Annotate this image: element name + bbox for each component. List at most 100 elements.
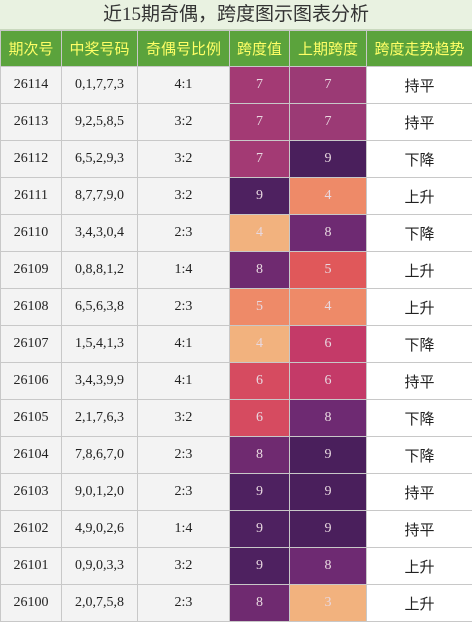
table-row: 26114 0,1,7,7,3 4:1 7 7 持平 xyxy=(0,66,472,104)
span-cell: 7 xyxy=(229,66,290,104)
span-cell: 9 xyxy=(229,510,290,548)
prev-span-cell: 8 xyxy=(289,214,367,252)
table: 期次号 中奖号码 奇偶号比例 跨度值 上期跨度 跨度走势趋势 26114 0,1,7,7,3… xyxy=(0,30,472,622)
draw-cell: 0,9,0,3,3 xyxy=(61,547,138,585)
column-header: 期次号 xyxy=(0,30,62,67)
span-cell: 7 xyxy=(229,103,290,141)
ratio-cell: 4:1 xyxy=(137,362,230,400)
draw-cell: 3,4,3,9,9 xyxy=(61,362,138,400)
prev-span-cell: 4 xyxy=(289,288,367,326)
prev-span-cell: 5 xyxy=(289,251,367,289)
column-header: 上期跨度 xyxy=(289,30,367,67)
column-header: 中奖号码 xyxy=(61,30,138,67)
ratio-cell: 2:3 xyxy=(137,436,230,474)
table-row: 26101 0,9,0,3,3 3:2 9 8 上升 xyxy=(0,547,472,585)
span-cell: 8 xyxy=(229,251,290,289)
trend-cell: 下降 xyxy=(366,140,472,178)
column-header: 跨度走势趋势 xyxy=(366,30,472,67)
title: 近15期奇偶，跨度图示图表分析 xyxy=(0,0,472,30)
table-row: 26106 3,4,3,9,9 4:1 6 6 持平 xyxy=(0,362,472,400)
span-cell: 6 xyxy=(229,362,290,400)
ratio-cell: 2:3 xyxy=(137,473,230,511)
trend-cell: 下降 xyxy=(366,214,472,252)
draw-cell: 9,0,1,2,0 xyxy=(61,473,138,511)
period-cell: 26114 xyxy=(0,66,62,104)
trend-cell: 持平 xyxy=(366,103,472,141)
column-header: 跨度值 xyxy=(229,30,290,67)
period-cell: 26113 xyxy=(0,103,62,141)
span-cell: 4 xyxy=(229,214,290,252)
trend-cell: 持平 xyxy=(366,473,472,511)
span-cell: 6 xyxy=(229,399,290,437)
prev-span-cell: 8 xyxy=(289,547,367,585)
draw-cell: 4,9,0,2,6 xyxy=(61,510,138,548)
period-cell: 26111 xyxy=(0,177,62,215)
span-cell: 8 xyxy=(229,584,290,622)
draw-cell: 2,1,7,6,3 xyxy=(61,399,138,437)
span-cell: 7 xyxy=(229,140,290,178)
prev-span-cell: 6 xyxy=(289,362,367,400)
period-cell: 26101 xyxy=(0,547,62,585)
ratio-cell: 2:3 xyxy=(137,584,230,622)
period-cell: 26102 xyxy=(0,510,62,548)
period-cell: 26109 xyxy=(0,251,62,289)
table-row: 26103 9,0,1,2,0 2:3 9 9 持平 xyxy=(0,473,472,511)
trend-cell: 上升 xyxy=(366,288,472,326)
span-cell: 4 xyxy=(229,325,290,363)
table-body: 26114 0,1,7,7,3 4:1 7 7 持平 26113 9,2,5,8,5 3:2 7 7… xyxy=(0,66,472,622)
trend-cell: 持平 xyxy=(366,66,472,104)
period-cell: 26106 xyxy=(0,362,62,400)
period-cell: 26104 xyxy=(0,436,62,474)
table-row: 26105 2,1,7,6,3 3:2 6 8 下降 xyxy=(0,399,472,437)
ratio-cell: 3:2 xyxy=(137,103,230,141)
table-row: 26112 6,5,2,9,3 3:2 7 9 下降 xyxy=(0,140,472,178)
period-cell: 26103 xyxy=(0,473,62,511)
span-cell: 8 xyxy=(229,436,290,474)
period-cell: 26112 xyxy=(0,140,62,178)
ratio-cell: 2:3 xyxy=(137,288,230,326)
draw-cell: 0,8,8,1,2 xyxy=(61,251,138,289)
draw-cell: 1,5,4,1,3 xyxy=(61,325,138,363)
trend-cell: 上升 xyxy=(366,584,472,622)
trend-cell: 上升 xyxy=(366,177,472,215)
header-row: 期次号 中奖号码 奇偶号比例 跨度值 上期跨度 跨度走势趋势 xyxy=(0,30,472,67)
ratio-cell: 3:2 xyxy=(137,399,230,437)
column-header: 奇偶号比例 xyxy=(137,30,230,67)
trend-cell: 下降 xyxy=(366,399,472,437)
draw-cell: 6,5,2,9,3 xyxy=(61,140,138,178)
prev-span-cell: 9 xyxy=(289,140,367,178)
period-cell: 26105 xyxy=(0,399,62,437)
table-row: 26110 3,4,3,0,4 2:3 4 8 下降 xyxy=(0,214,472,252)
ratio-cell: 4:1 xyxy=(137,325,230,363)
ratio-cell: 3:2 xyxy=(137,140,230,178)
ratio-cell: 1:4 xyxy=(137,510,230,548)
draw-cell: 0,1,7,7,3 xyxy=(61,66,138,104)
trend-cell: 持平 xyxy=(366,362,472,400)
ratio-cell: 3:2 xyxy=(137,547,230,585)
draw-cell: 2,0,7,5,8 xyxy=(61,584,138,622)
ratio-cell: 4:1 xyxy=(137,66,230,104)
table-row: 26100 2,0,7,5,8 2:3 8 3 上升 xyxy=(0,584,472,622)
trend-cell: 下降 xyxy=(366,436,472,474)
prev-span-cell: 8 xyxy=(289,399,367,437)
trend-cell: 持平 xyxy=(366,510,472,548)
prev-span-cell: 9 xyxy=(289,473,367,511)
period-cell: 26100 xyxy=(0,584,62,622)
table-row: 26104 7,8,6,7,0 2:3 8 9 下降 xyxy=(0,436,472,474)
trend-cell: 下降 xyxy=(366,325,472,363)
ratio-cell: 3:2 xyxy=(137,177,230,215)
table-head: 期次号 中奖号码 奇偶号比例 跨度值 上期跨度 跨度走势趋势 xyxy=(0,30,472,67)
table-row: 26102 4,9,0,2,6 1:4 9 9 持平 xyxy=(0,510,472,548)
draw-cell: 6,5,6,3,8 xyxy=(61,288,138,326)
table-row: 26109 0,8,8,1,2 1:4 8 5 上升 xyxy=(0,251,472,289)
prev-span-cell: 7 xyxy=(289,66,367,104)
trend-cell: 上升 xyxy=(366,251,472,289)
table-row: 26108 6,5,6,3,8 2:3 5 4 上升 xyxy=(0,288,472,326)
draw-cell: 7,8,6,7,0 xyxy=(61,436,138,474)
prev-span-cell: 9 xyxy=(289,510,367,548)
span-cell: 9 xyxy=(229,547,290,585)
prev-span-cell: 6 xyxy=(289,325,367,363)
span-cell: 9 xyxy=(229,177,290,215)
period-cell: 26108 xyxy=(0,288,62,326)
prev-span-cell: 4 xyxy=(289,177,367,215)
